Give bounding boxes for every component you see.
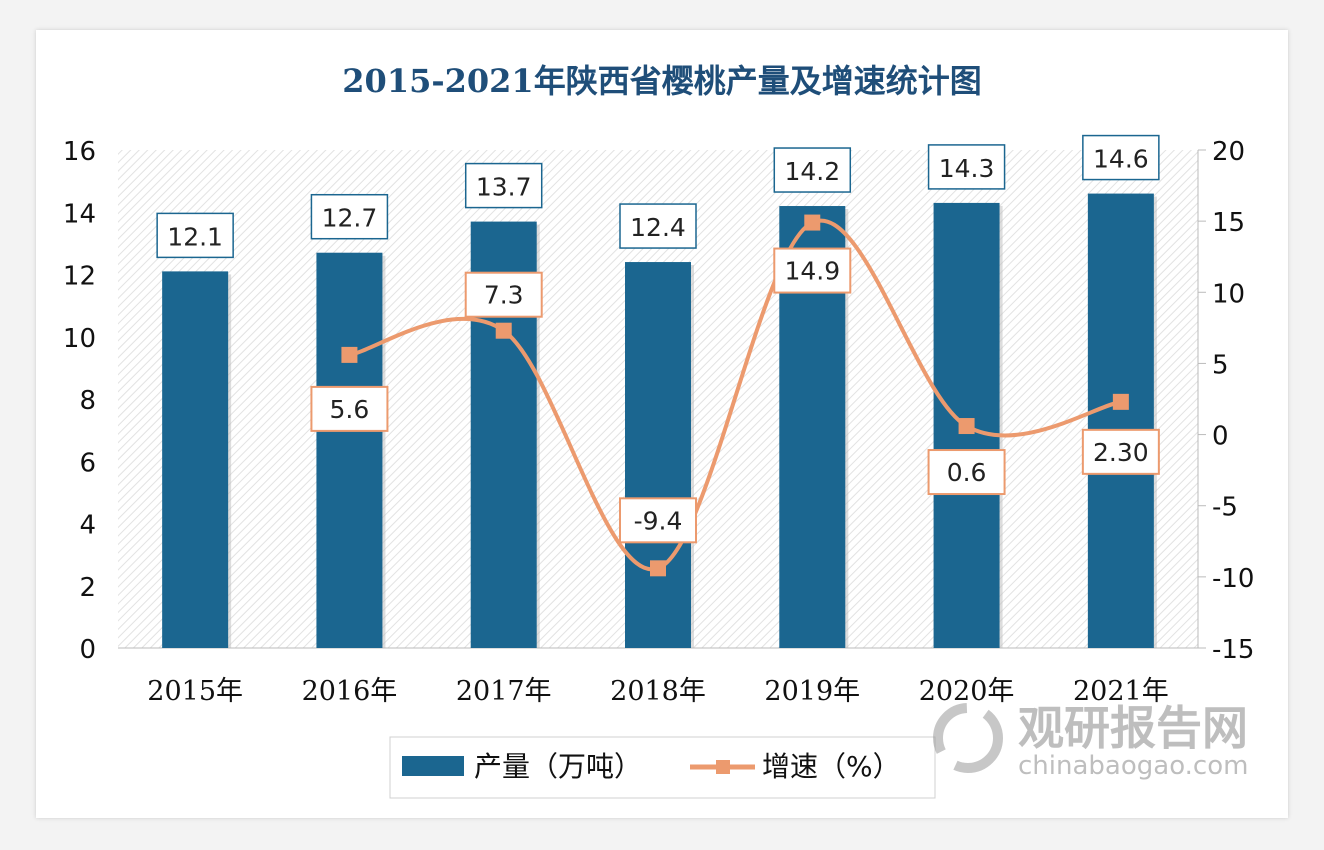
x-tick-label: 2017年 <box>456 676 552 707</box>
x-tick-label: 2018年 <box>610 676 706 707</box>
growth-marker <box>341 346 358 363</box>
growth-label: 7.3 <box>484 281 524 310</box>
legend-line-marker <box>716 760 730 774</box>
x-tick-label: 2016年 <box>302 676 398 707</box>
left-tick-label: 2 <box>79 573 96 603</box>
growth-label-box <box>310 385 389 432</box>
watermark-cn: 观研报告网 <box>1018 701 1248 755</box>
x-tick-label: 2020年 <box>919 676 1015 707</box>
growth-label-box <box>619 497 697 544</box>
legend-bar-label: 产量（万吨） <box>474 750 642 783</box>
bar <box>625 262 691 648</box>
growth-marker <box>804 214 821 231</box>
watermark: 观研报告网 chinabaogao.com <box>933 701 1248 781</box>
x-tick-label: 2015年 <box>147 676 243 707</box>
legend-line-label: 增速（%） <box>762 750 901 783</box>
right-tick-label: 20 <box>1212 137 1245 167</box>
right-tick-label: -10 <box>1212 564 1254 594</box>
left-tick-label: 10 <box>63 324 96 354</box>
growth-marker <box>495 322 512 339</box>
right-tick-label: 0 <box>1212 422 1229 452</box>
right-tick-label: 10 <box>1212 279 1245 309</box>
right-tick-label: -5 <box>1212 493 1238 523</box>
left-tick-label: 14 <box>63 199 96 229</box>
left-tick-label: 0 <box>79 635 96 665</box>
bar-label: 14.6 <box>1093 145 1149 174</box>
bar-label-box <box>619 203 697 249</box>
left-tick-label: 16 <box>63 137 96 167</box>
growth-label-box <box>464 271 543 318</box>
left-tick-label: 4 <box>79 511 96 541</box>
growth-label: 14.9 <box>784 257 840 286</box>
bar <box>316 252 383 648</box>
growth-label-box <box>1081 428 1160 475</box>
bar-label-box <box>464 162 543 209</box>
bar-label-box <box>773 147 852 193</box>
right-tick-label: -15 <box>1212 635 1254 665</box>
left-tick-label: 12 <box>63 262 96 292</box>
growth-label-box <box>927 449 1006 496</box>
growth-label: 0.6 <box>947 458 987 487</box>
legend: 产量（万吨） 增速（%） <box>389 736 936 799</box>
left-tick-label: 6 <box>79 448 96 478</box>
bar-label: 14.2 <box>784 157 840 186</box>
growth-label: 2.30 <box>1093 438 1149 467</box>
bar-label: 12.4 <box>630 213 686 242</box>
watermark-en: chinabaogao.com <box>1018 751 1248 781</box>
bar-label: 13.7 <box>476 173 532 202</box>
x-tick-label: 2019年 <box>764 676 860 707</box>
bar-label-box <box>156 212 234 259</box>
bar-label-box <box>927 144 1006 190</box>
bar <box>162 271 229 648</box>
watermark-logo-icon <box>933 703 1003 773</box>
growth-marker <box>1112 393 1129 410</box>
growth-label: 5.6 <box>330 395 370 424</box>
bar-label: 12.7 <box>322 204 378 233</box>
legend-bar-swatch <box>402 756 464 776</box>
right-tick-label: 5 <box>1212 350 1229 380</box>
bar-label-box <box>1082 134 1160 181</box>
growth-label: -9.4 <box>634 506 683 535</box>
growth-label-box <box>773 247 852 294</box>
bar-label-box <box>310 193 389 240</box>
bar-label: 12.1 <box>167 222 223 251</box>
growth-marker <box>650 560 666 577</box>
bar <box>1087 193 1154 648</box>
bar-label: 14.3 <box>939 154 995 183</box>
left-tick-label: 8 <box>79 386 96 416</box>
growth-marker <box>958 418 975 435</box>
chart-title: 2015-2021年陕西省樱桃产量及增速统计图 <box>342 62 981 100</box>
right-tick-label: 15 <box>1212 208 1245 238</box>
x-tick-label: 2021年 <box>1073 676 1169 707</box>
